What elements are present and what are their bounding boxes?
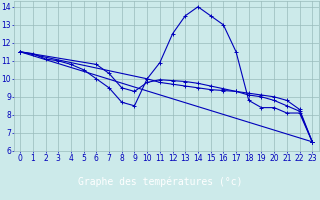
Text: Graphe des températures (°c): Graphe des températures (°c) xyxy=(78,177,242,187)
